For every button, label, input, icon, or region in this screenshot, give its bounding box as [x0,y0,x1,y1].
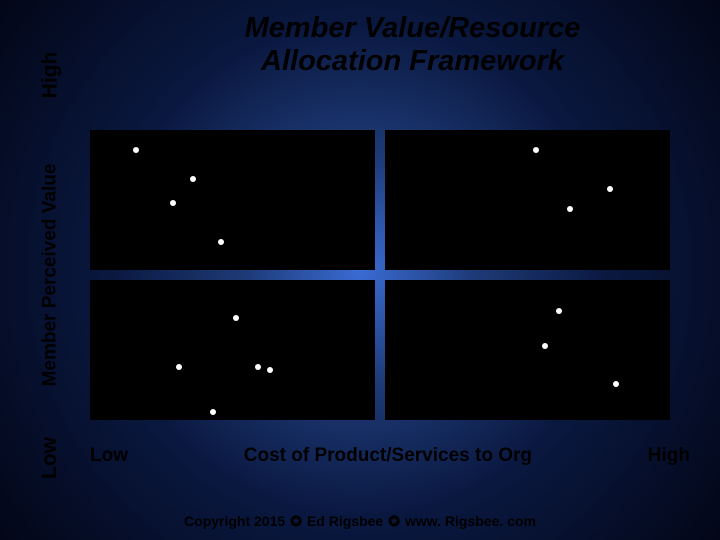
bullet-point [533,147,539,153]
y-axis-high: High [35,50,65,100]
bullet-point [613,381,619,387]
quadrant-grid [90,130,670,420]
title-line-1: Member Value/Resource [245,12,581,44]
bullet-point [542,343,548,349]
y-axis-high-text: High [38,52,62,99]
quadrant-bottom-left [90,280,375,420]
quadrant-top-left [90,130,375,270]
bullet-point [176,364,182,370]
slide: Member Value/Resource Allocation Framewo… [0,0,720,540]
bullet-point [170,200,176,206]
bullet-point [556,308,562,314]
bullet-point [607,186,613,192]
quadrant-top-right [385,130,670,270]
bullet-point [210,409,216,415]
bullet-point [218,239,224,245]
x-axis-low: Low [90,445,128,467]
bullet-point [190,176,196,182]
bullet-point [255,364,261,370]
y-axis-low-text: Low [38,437,62,479]
y-axis-label-text: Member Perceived Value [39,164,61,387]
copyright-url: www. Rigsbee. com [405,513,536,529]
copyright-prefix: Copyright 2015 [184,513,285,529]
bullet-point [133,147,139,153]
y-axis-label: Member Perceived Value [35,140,65,410]
bullet-point [267,367,273,373]
copyright-line: Copyright 2015 ✪ Ed Rigsbee ✪ www. Rigsb… [0,513,720,530]
separator-icon: ✪ [387,513,401,530]
bullet-point [567,206,573,212]
copyright-author: Ed Rigsbee [307,513,383,529]
x-axis-label: Cost of Product/Services to Org [128,445,648,467]
x-axis-row: Low Cost of Product/Services to Org High [90,445,690,467]
title-line-2: Allocation Framework [261,45,564,77]
bullet-point [233,315,239,321]
x-axis-high: High [648,445,690,467]
slide-title: Member Value/Resource Allocation Framewo… [145,12,680,79]
y-axis-low: Low [35,430,65,485]
separator-icon: ✪ [289,513,303,530]
quadrant-bottom-right [385,280,670,420]
